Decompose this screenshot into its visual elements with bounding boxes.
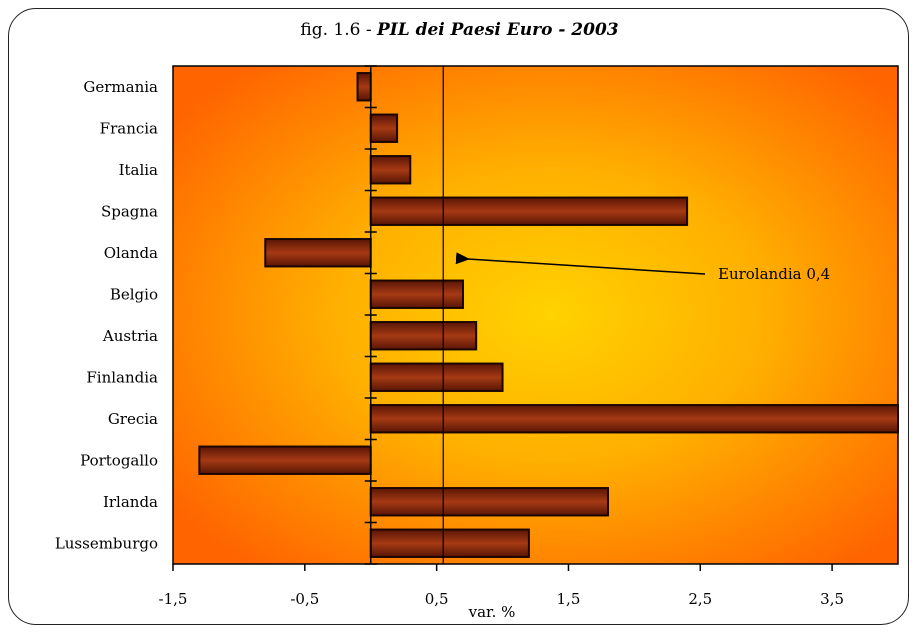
category-label-italia: Italia [119,161,158,179]
x-axis-label: var. % [468,603,516,621]
bars-group [198,72,899,558]
bar-germania [356,72,372,102]
bar-italia [369,155,412,185]
annotation-arrow [455,252,706,275]
chart-title: fig. 1.6 - PIL dei Paesi Euro - 2003 [0,20,919,40]
category-label-francia: Francia [100,119,158,137]
bar-irlanda [369,487,609,517]
bar-grecia [369,404,899,434]
x-tick-label: 2,5 [688,590,712,608]
bar-belgio [369,279,464,309]
bar-lussemburgo [369,528,530,558]
x-tick-label: -1,5 [159,590,188,608]
bar-finlandia [369,362,504,392]
bar-olanda [264,238,372,268]
annotation-group: Eurolandia 0,4 [455,252,830,283]
category-label-spagna: Spagna [101,202,158,220]
category-label-lussemburgo: Lussemburgo [55,534,158,552]
bar-portogallo [198,445,372,475]
category-label-irlanda: Irlanda [103,493,158,511]
category-label-finlandia: Finlandia [86,368,158,386]
category-label-germania: Germania [83,78,158,96]
plot-area [172,65,899,565]
x-tick-label: -0,5 [290,590,319,608]
category-label-portogallo: Portogallo [80,451,158,469]
x-tick-label: 3,5 [820,590,844,608]
x-tick-label: 0,5 [425,590,449,608]
category-label-grecia: Grecia [108,410,158,428]
category-label-olanda: Olanda [104,244,158,262]
x-tick-label: 1,5 [557,590,581,608]
category-label-belgio: Belgio [110,285,158,303]
category-label-austria: Austria [102,327,158,345]
title-prefix: fig. 1.6 - [300,20,377,40]
bar-austria [369,321,478,351]
bar-spagna [369,196,689,226]
labels-group: Germania Francia Italia Spagna Olanda Belgio A… [55,78,158,553]
bar-francia [369,113,399,143]
reference-annotation: Eurolandia 0,4 [718,265,830,283]
axis-group: -1,5 -0,5 0,5 1,5 2,5 3,5 var. % [159,65,844,621]
title-subtitle: PIL dei Paesi Euro - 2003 [377,20,619,40]
